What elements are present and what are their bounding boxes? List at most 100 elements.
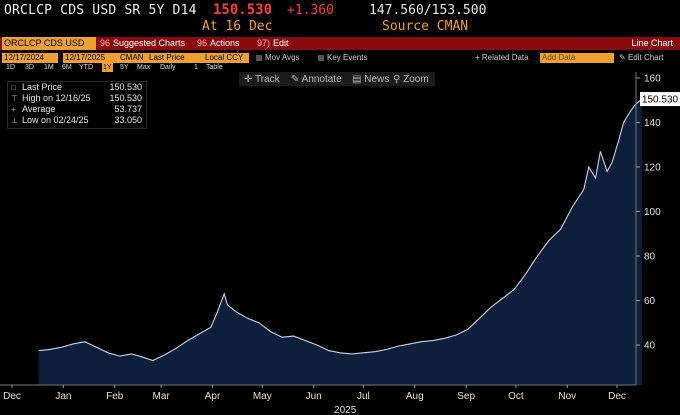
x-tick-label: Nov: [558, 391, 576, 402]
chart-tools-bar: ✛ Track ✎ Annotate ▤ News ⚲ Zoom: [239, 72, 435, 86]
suggested-charts-label: Suggested Charts: [113, 38, 186, 48]
track-tool[interactable]: ✛ Track: [244, 73, 280, 86]
actions-number: 96: [197, 38, 208, 48]
news-tool[interactable]: ▤ News: [352, 73, 389, 86]
chart-type-label[interactable]: Line Chart: [631, 38, 673, 48]
legend-row-low: ⊥ Low on 02/24/25 33.050: [8, 115, 146, 126]
key-events-label: Key Events: [327, 53, 368, 62]
edit-chart-button[interactable]: ✎ Edit Chart: [619, 53, 664, 63]
legend-value: 150.530: [109, 93, 142, 103]
edit-chart-label: Edit Chart: [627, 53, 664, 62]
start-date-field[interactable]: 12/17/2024: [2, 53, 58, 63]
x-tick-label: Jan: [55, 391, 71, 402]
x-tick-label: Oct: [508, 391, 524, 402]
zoom-tool[interactable]: ⚲ Zoom: [393, 73, 429, 86]
currency-select[interactable]: Local CCY: [203, 53, 249, 63]
last-price-value: 150.530: [213, 2, 273, 18]
add-data-input[interactable]: Add Data: [540, 53, 614, 63]
period-1d-button[interactable]: 1D: [6, 64, 15, 71]
y-tick-label: 160: [644, 74, 661, 85]
series-line-last-price: [38, 98, 643, 362]
edit-chart-icon: ✎: [619, 53, 628, 62]
period-table-button[interactable]: Table: [206, 64, 223, 71]
actions-label: Actions: [210, 38, 240, 48]
date-range-dash: -: [56, 53, 59, 62]
edit-label: Edit: [273, 38, 289, 48]
pricing-source-field[interactable]: CMAN: [118, 53, 148, 63]
period-3d-button[interactable]: 3D: [25, 64, 34, 71]
y-tick-label: 100: [644, 207, 661, 218]
settings-toolbar: 12/17/2024 - 12/17/2025 CMAN Last Price …: [0, 52, 680, 63]
legend-row-high: ⊤ High on 12/16/25 150.530: [8, 93, 146, 104]
suggested-charts-menu[interactable]: 96 Suggested Charts: [100, 37, 185, 50]
news-label: News: [364, 74, 390, 85]
checkbox-icon: [256, 54, 262, 61]
period-1m-button[interactable]: 1M: [44, 64, 54, 71]
suggested-charts-number: 96: [100, 38, 111, 48]
related-data-button[interactable]: + Related Data: [475, 53, 529, 62]
price-chart[interactable]: 40 60 80 100 120 140 160 Dec Jan Feb Mar Apr May Jun J…: [0, 72, 680, 415]
edit-menu[interactable]: 97) Edit: [257, 37, 289, 50]
period-5y-button[interactable]: 5Y: [120, 64, 129, 71]
low-marker-icon: ⊥: [11, 116, 18, 125]
series-area: [38, 99, 642, 385]
last-value-marker: 150.530: [640, 92, 680, 107]
period-ytd-button[interactable]: YTD: [79, 64, 93, 71]
legend-swatch-icon: □: [11, 83, 16, 92]
as-of-date: At 16 Dec: [202, 19, 273, 34]
edit-number: 97): [257, 38, 271, 48]
track-label: Track: [254, 74, 280, 85]
y-tick-label: 60: [644, 296, 656, 307]
legend-row-average: + Average 53.737: [8, 104, 146, 115]
last-value-box: [640, 92, 680, 107]
magnifier-icon: ⚲: [393, 74, 404, 85]
title-row: ORCLCP CDS USD SR 5Y D14 150.530 +1.360 …: [0, 0, 680, 36]
y-tick-label: 120: [644, 163, 661, 174]
x-tick-label: Jun: [306, 391, 322, 402]
pricing-source-label: Source CMAN: [382, 19, 469, 34]
x-tick-label: Feb: [106, 391, 124, 402]
period-1y-button[interactable]: 1Y: [102, 63, 113, 72]
period-max-button[interactable]: Max: [137, 64, 151, 71]
high-marker-icon: ⊤: [11, 94, 18, 103]
security-field[interactable]: ORCLCP CDS USD SR: [2, 37, 96, 61]
checkbox-icon: [318, 54, 324, 61]
pencil-icon: ✎: [291, 74, 302, 85]
annotate-label: Annotate: [301, 74, 342, 85]
x-tick-label: Sep: [457, 391, 475, 402]
average-marker-icon: +: [11, 105, 16, 114]
crosshair-icon: ✛: [244, 74, 255, 85]
x-tick-label: Jul: [357, 391, 370, 402]
period-daily-button[interactable]: Daily: [160, 64, 176, 71]
chart-legend: □ Last Price 150.530 ⊤ High on 12/16/25 …: [7, 81, 147, 129]
actions-menu[interactable]: 96 Actions: [197, 37, 240, 50]
legend-value: 53.737: [114, 104, 142, 114]
price-field-select[interactable]: Last Price: [147, 53, 203, 63]
y-tick-label: 40: [644, 341, 656, 352]
news-icon: ▤: [352, 74, 365, 85]
period-toolbar: 1D 3D 1M 6M YTD 1Y 5Y Max Daily 1 Table: [0, 63, 680, 72]
legend-label: Last Price: [22, 82, 63, 92]
last-value-label: 150.530: [642, 95, 679, 106]
period-1-button[interactable]: 1: [194, 64, 198, 71]
x-tick-label: Mar: [153, 391, 171, 402]
price-change-value: +1.360: [287, 3, 334, 18]
end-date-field[interactable]: 12/17/2025: [63, 53, 119, 63]
legend-label: Average: [22, 104, 56, 114]
ticker-label: ORCLCP CDS USD SR 5Y D14: [4, 3, 197, 18]
x-tick-label: Apr: [205, 391, 221, 402]
x-tick-label: Dec: [3, 391, 21, 402]
period-6m-button[interactable]: 6M: [62, 64, 72, 71]
x-tick-label: Aug: [406, 391, 424, 402]
annotate-tool[interactable]: ✎ Annotate: [291, 73, 342, 86]
y-tick-label: 80: [644, 252, 656, 263]
key-events-toggle[interactable]: Key Events: [318, 53, 367, 63]
zoom-label: Zoom: [403, 74, 429, 85]
x-tick-label: Dec: [608, 391, 626, 402]
mov-avgs-label: Mov Avgs: [265, 53, 300, 62]
legend-value: 33.050: [114, 115, 142, 125]
mov-avgs-toggle[interactable]: Mov Avgs: [256, 53, 300, 63]
bid-ask-value: 147.560/153.500: [369, 3, 487, 18]
legend-label: Low on 02/24/25: [22, 115, 89, 125]
